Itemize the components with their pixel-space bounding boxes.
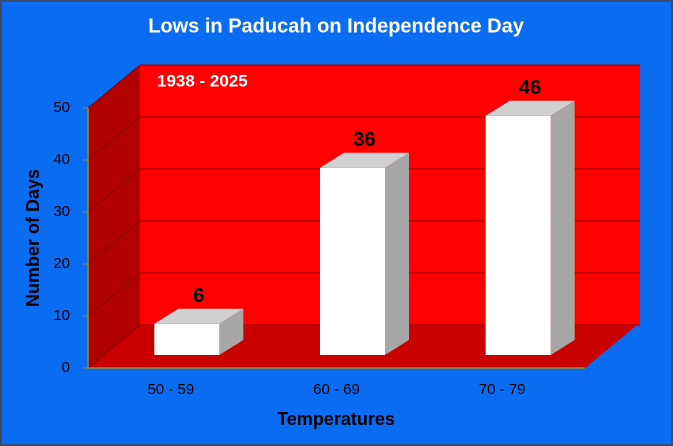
y-tick-label: 40	[53, 151, 70, 168]
y-tick-label: 20	[53, 255, 70, 272]
y-axis-title: Number of Days	[23, 169, 43, 307]
bar-side	[219, 308, 244, 355]
grid-line	[87, 116, 141, 161]
grid-line	[87, 168, 141, 213]
y-tick-label: 0	[62, 359, 70, 376]
y-tick-label: 50	[53, 99, 70, 116]
grid-line	[87, 220, 141, 265]
x-tick-label: 70 - 79	[479, 381, 526, 398]
data-label: 36	[353, 129, 375, 151]
bar-top	[154, 308, 244, 324]
x-axis-title: Temperatures	[277, 409, 395, 429]
bar-top	[320, 152, 409, 168]
x-tick-label: 60 - 69	[313, 381, 360, 398]
grid-line	[87, 272, 141, 317]
y-tick-label: 10	[53, 307, 70, 324]
data-label: 6	[193, 285, 204, 307]
grid-line	[87, 64, 141, 109]
data-label: 46	[519, 77, 541, 99]
side-wall	[88, 65, 140, 368]
x-tick-label: 50 - 59	[147, 381, 194, 398]
bar	[154, 323, 220, 355]
bar	[320, 167, 385, 355]
chart-title: Lows in Paducah on Independence Day	[148, 15, 525, 37]
bar-top	[485, 100, 575, 116]
annotation: 1938 - 2025	[157, 71, 248, 90]
bar	[485, 115, 551, 355]
y-tick-label: 30	[53, 203, 70, 220]
bar-side	[550, 100, 575, 355]
grid-line	[87, 324, 141, 369]
bar-side	[385, 152, 409, 355]
